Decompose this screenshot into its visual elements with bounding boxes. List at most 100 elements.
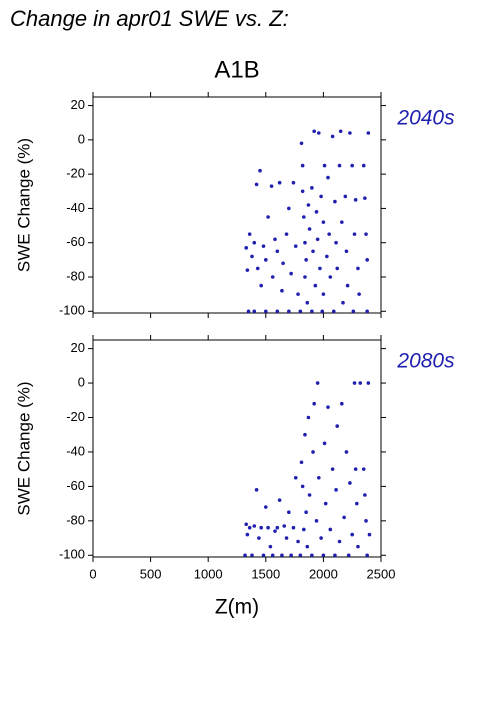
data-point [319, 194, 323, 199]
data-point [334, 488, 338, 492]
data-point [303, 240, 307, 245]
data-point [365, 309, 369, 314]
x-tick-label: 500 [140, 566, 162, 581]
data-point [298, 553, 303, 558]
data-point [352, 381, 357, 385]
data-point [291, 525, 296, 530]
data-point [254, 488, 259, 492]
data-point [350, 532, 355, 537]
y-tick-label: -100 [59, 303, 85, 318]
y-tick-label: -20 [66, 409, 85, 424]
data-point [328, 527, 333, 532]
data-point [357, 292, 361, 296]
y-axis-label: SWE Change (%) [14, 138, 33, 272]
data-point [363, 493, 367, 497]
data-point [322, 441, 327, 446]
plot-frame [92, 96, 382, 314]
data-point [331, 309, 336, 314]
y-tick-label: 0 [78, 131, 85, 146]
y-axis-label: SWE Change (%) [14, 381, 33, 515]
period-label: 2080s [396, 350, 455, 373]
data-point [293, 244, 298, 248]
data-point [355, 501, 359, 506]
data-point [345, 283, 350, 288]
data-point [348, 481, 352, 485]
data-point [243, 553, 247, 558]
data-point [296, 292, 300, 296]
data-point [259, 283, 263, 288]
period-label: 2040s [396, 107, 455, 130]
data-point [280, 553, 284, 558]
data-point [313, 283, 318, 288]
data-point [307, 227, 312, 231]
data-point [287, 510, 291, 515]
data-point [245, 532, 250, 537]
data-point [335, 266, 340, 271]
data-point [277, 180, 282, 185]
data-point [252, 309, 257, 314]
data-point [300, 189, 305, 194]
data-point [258, 168, 262, 173]
data-point [261, 553, 266, 558]
data-point [365, 258, 369, 262]
data-point [335, 424, 340, 428]
data-point [366, 131, 371, 135]
data-point [300, 163, 305, 168]
data-point [282, 524, 287, 528]
data-point [284, 232, 289, 236]
y-tick-label: -80 [66, 268, 85, 283]
y-tick-label: -20 [66, 166, 85, 181]
data-point [244, 522, 249, 527]
y-tick-label: 20 [71, 340, 85, 355]
data-point [291, 180, 296, 185]
data-point [363, 196, 367, 200]
data-point [342, 515, 346, 520]
data-point [314, 519, 319, 523]
data-point [364, 519, 368, 523]
data-point [302, 215, 306, 219]
data-point [250, 553, 254, 558]
data-point [337, 539, 342, 544]
data-point [340, 220, 344, 224]
data-point [350, 163, 355, 168]
data-point [268, 544, 273, 549]
data-point [302, 527, 306, 532]
data-point [353, 198, 358, 202]
data-point [252, 524, 257, 528]
data-point [254, 182, 259, 187]
data-point [275, 309, 280, 314]
data-point [252, 240, 257, 245]
data-point [315, 381, 320, 385]
data-point [281, 261, 285, 266]
data-point [289, 553, 293, 558]
data-point [330, 467, 335, 471]
data-point [344, 450, 349, 454]
data-point [245, 268, 250, 272]
data-point [343, 194, 348, 199]
data-point [333, 199, 337, 204]
data-point [367, 532, 372, 537]
data-point [321, 553, 326, 558]
data-point [305, 300, 310, 305]
data-point [316, 131, 321, 135]
data-point [328, 275, 333, 279]
data-point [358, 381, 363, 385]
data-point [269, 184, 274, 188]
data-point [300, 484, 305, 489]
data-point [316, 475, 321, 480]
data-point [321, 220, 326, 224]
data-point [346, 553, 351, 558]
data-point [259, 525, 263, 530]
data-point [356, 544, 360, 549]
data-point [311, 249, 315, 254]
y-tick-label: 20 [71, 97, 85, 112]
panel-title: A1B [214, 56, 259, 83]
data-point [264, 505, 268, 509]
data-point [351, 309, 356, 314]
data-point [303, 275, 307, 279]
data-point [305, 544, 310, 549]
data-point [270, 275, 275, 279]
y-tick-label: -100 [59, 547, 85, 562]
